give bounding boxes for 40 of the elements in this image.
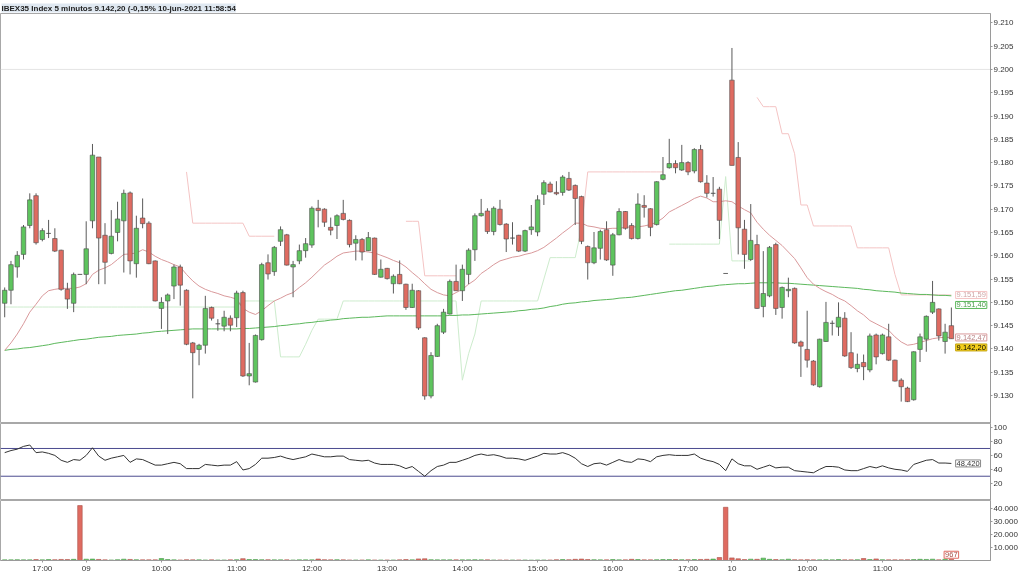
y-tick-label: 40.000: [993, 503, 1019, 513]
y-tick-label: 20: [993, 478, 1003, 488]
x-tick-label: 12:00: [301, 563, 323, 573]
y-tick-label: 9.190: [993, 111, 1015, 121]
chart-title: IBEX35 Index 5 minutos 9.142,20 (-0,15% 10-jun-2021 11:58:54: [1, 3, 237, 13]
x-tick-label: 15:00: [527, 563, 549, 573]
y-tick-label: 9.170: [993, 204, 1015, 214]
x-tick-label: 14:00: [452, 563, 473, 573]
x-tick-label: 09: [81, 563, 92, 573]
y-tick-label: 60: [993, 450, 1003, 460]
x-tick-label: 17:00: [32, 563, 53, 573]
x-tick-label: 10: [727, 563, 737, 573]
y-tick-label: 9.135: [993, 367, 1015, 377]
y-tick-label: 9.165: [993, 227, 1015, 237]
y-tick-label: 40: [993, 464, 1003, 474]
y-tick-label: 9.160: [993, 251, 1015, 261]
x-tick-label: 13:00: [377, 563, 398, 573]
y-tick-label: 30.000: [993, 516, 1019, 526]
y-tick-label: 9.145: [993, 321, 1015, 331]
y-tick-label: 9.150: [993, 297, 1015, 307]
y-tick-label: 9.185: [993, 134, 1015, 144]
y-tick-label: 100: [993, 423, 1008, 433]
y-tick-label: 9.175: [993, 181, 1015, 191]
y-tick-label: 9.155: [993, 274, 1015, 284]
y-tick-label: 80: [993, 437, 1003, 447]
y-tick-label: 20.000: [993, 529, 1019, 539]
y-tick-label: 9.180: [993, 158, 1015, 168]
y-tick-label: 10.000: [993, 542, 1019, 552]
x-tick-label: 11:00: [872, 563, 893, 573]
x-tick-label: 10:00: [797, 563, 818, 573]
x-tick-label: 11:00: [226, 563, 247, 573]
x-tick-label: 16:00: [602, 563, 624, 573]
y-tick-label: 9.205: [993, 41, 1015, 51]
x-tick-label: 10:00: [151, 563, 172, 573]
y-tick-label: 9.210: [993, 18, 1015, 28]
y-tick-label: 9.140: [993, 344, 1015, 354]
x-tick-label: 17:00: [678, 563, 699, 573]
y-tick-label: 9.200: [993, 64, 1015, 74]
y-tick-label: 9.195: [993, 88, 1015, 98]
y-tick-label: 9.130: [993, 391, 1015, 401]
